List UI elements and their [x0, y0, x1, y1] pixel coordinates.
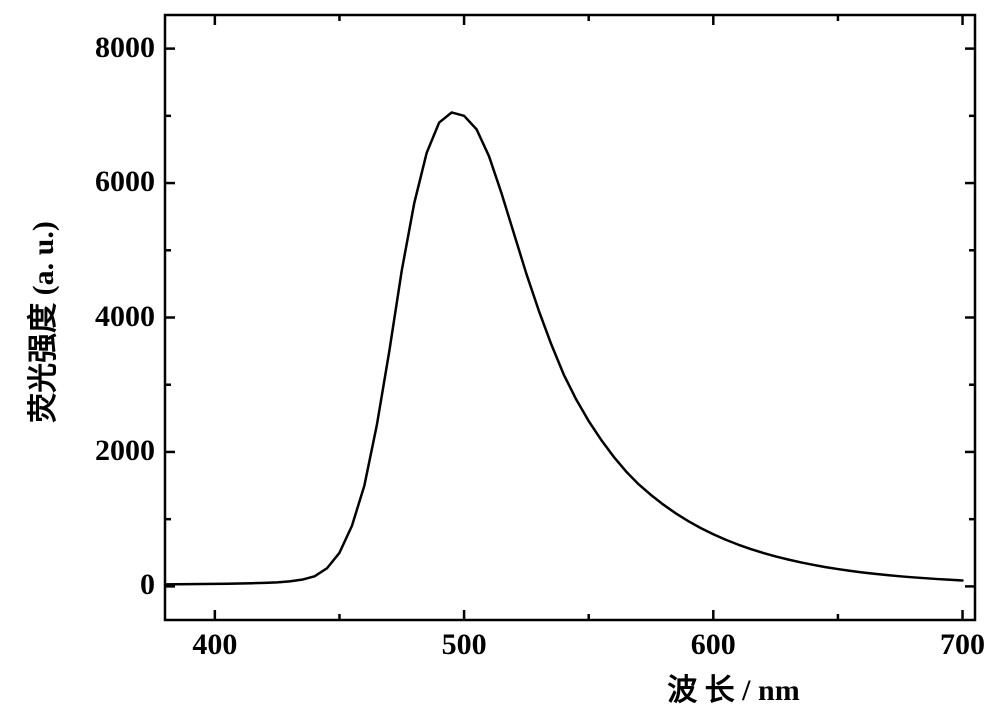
y-tick-label: 2000	[95, 434, 155, 468]
x-tick-label: 600	[678, 628, 748, 662]
x-tick-label: 500	[429, 628, 499, 662]
x-tick-label: 700	[928, 628, 998, 662]
y-tick-label: 0	[140, 568, 155, 602]
y-tick-label: 6000	[95, 165, 155, 199]
chart-container: 荧光强度 (a. u.) 波 长 / nm 400 500 600 700 0 2000 4…	[0, 0, 1000, 714]
y-tick-label: 8000	[95, 31, 155, 65]
y-tick-label: 4000	[95, 300, 155, 334]
chart-svg	[0, 0, 1000, 714]
y-axis-label: 荧光强度 (a. u.)	[18, 192, 62, 452]
x-axis-label: 波 长 / nm	[667, 665, 800, 709]
x-tick-label: 400	[180, 628, 250, 662]
